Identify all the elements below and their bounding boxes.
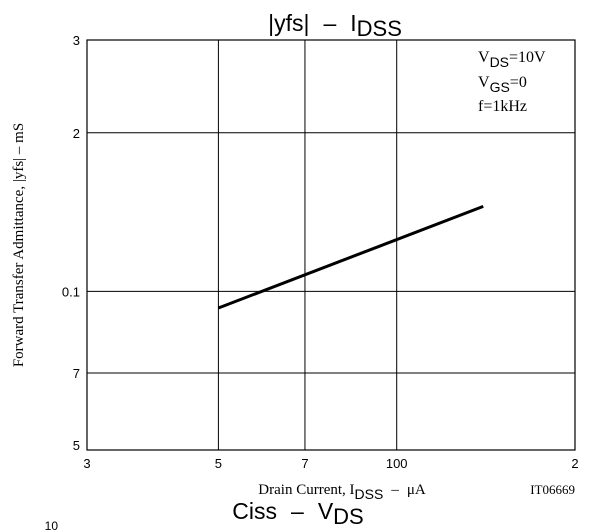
series-layer	[217, 204, 484, 310]
series-line	[217, 204, 484, 310]
title-bar-close: |	[303, 10, 309, 36]
x-tick-label: 3	[83, 456, 90, 471]
condition-value: =0	[510, 74, 527, 91]
grid-lines	[87, 40, 575, 450]
x-tick-label: 7	[301, 456, 308, 471]
y-tick-label: 5	[73, 438, 80, 453]
condition-line: VGS=0	[478, 74, 527, 95]
condition-line: VDS=10V	[478, 49, 546, 70]
x-axis-label: Drain Current, IDSS – μA	[258, 482, 426, 502]
figure-code: IT06669	[530, 482, 575, 497]
next-title-subscript: DS	[333, 504, 364, 529]
title-subscript: DSS	[357, 16, 402, 41]
x-tick-labels: 3 5 7 100 2	[83, 456, 578, 471]
plot-frame	[86, 39, 576, 451]
condition-value: =10V	[509, 49, 546, 66]
condition-symbol: f=1kHz	[478, 98, 527, 115]
y-tick-label: 3	[73, 33, 80, 48]
x-axis-label-text: Drain Current, I	[258, 482, 354, 498]
y-tick-label: 0.1	[62, 284, 80, 299]
x-tick-label: 2	[571, 456, 578, 471]
condition-line: f=1kHz	[478, 98, 527, 115]
plot-area: 3 5 7 100 2 570.123	[62, 33, 579, 471]
y-axis-label: Forward Transfer Admittance, |yfs| – mS	[11, 123, 27, 367]
condition-subscript: DS	[490, 54, 509, 70]
title-main: yfs	[274, 10, 303, 36]
y-tick-label: 2	[73, 126, 80, 141]
title-symbol: I	[350, 10, 356, 36]
condition-symbol: V	[478, 74, 490, 91]
next-title-main: Ciss	[232, 498, 277, 524]
next-title-symbol: V	[318, 498, 334, 524]
x-axis-label-unit: μA	[407, 482, 426, 498]
x-axis-label-dash: –	[390, 482, 399, 498]
next-title-dash: –	[291, 498, 304, 524]
condition-subscript: GS	[490, 79, 510, 95]
y-tick-labels: 5 7 0.1 2 3	[62, 33, 80, 453]
y-tick-label: 7	[73, 366, 80, 381]
title-bar-open: |	[268, 10, 274, 36]
chart-title: |yfs| – IDSS	[268, 10, 402, 41]
next-chart-tick-partial: 10	[45, 519, 59, 530]
next-chart-title: Ciss – VDS	[232, 498, 363, 529]
title-dash: –	[323, 10, 336, 36]
x-tick-label: 5	[215, 456, 222, 471]
x-axis-label-subscript: DSS	[355, 486, 384, 502]
condition-symbol: V	[478, 49, 490, 66]
x-tick-label: 100	[386, 456, 408, 471]
